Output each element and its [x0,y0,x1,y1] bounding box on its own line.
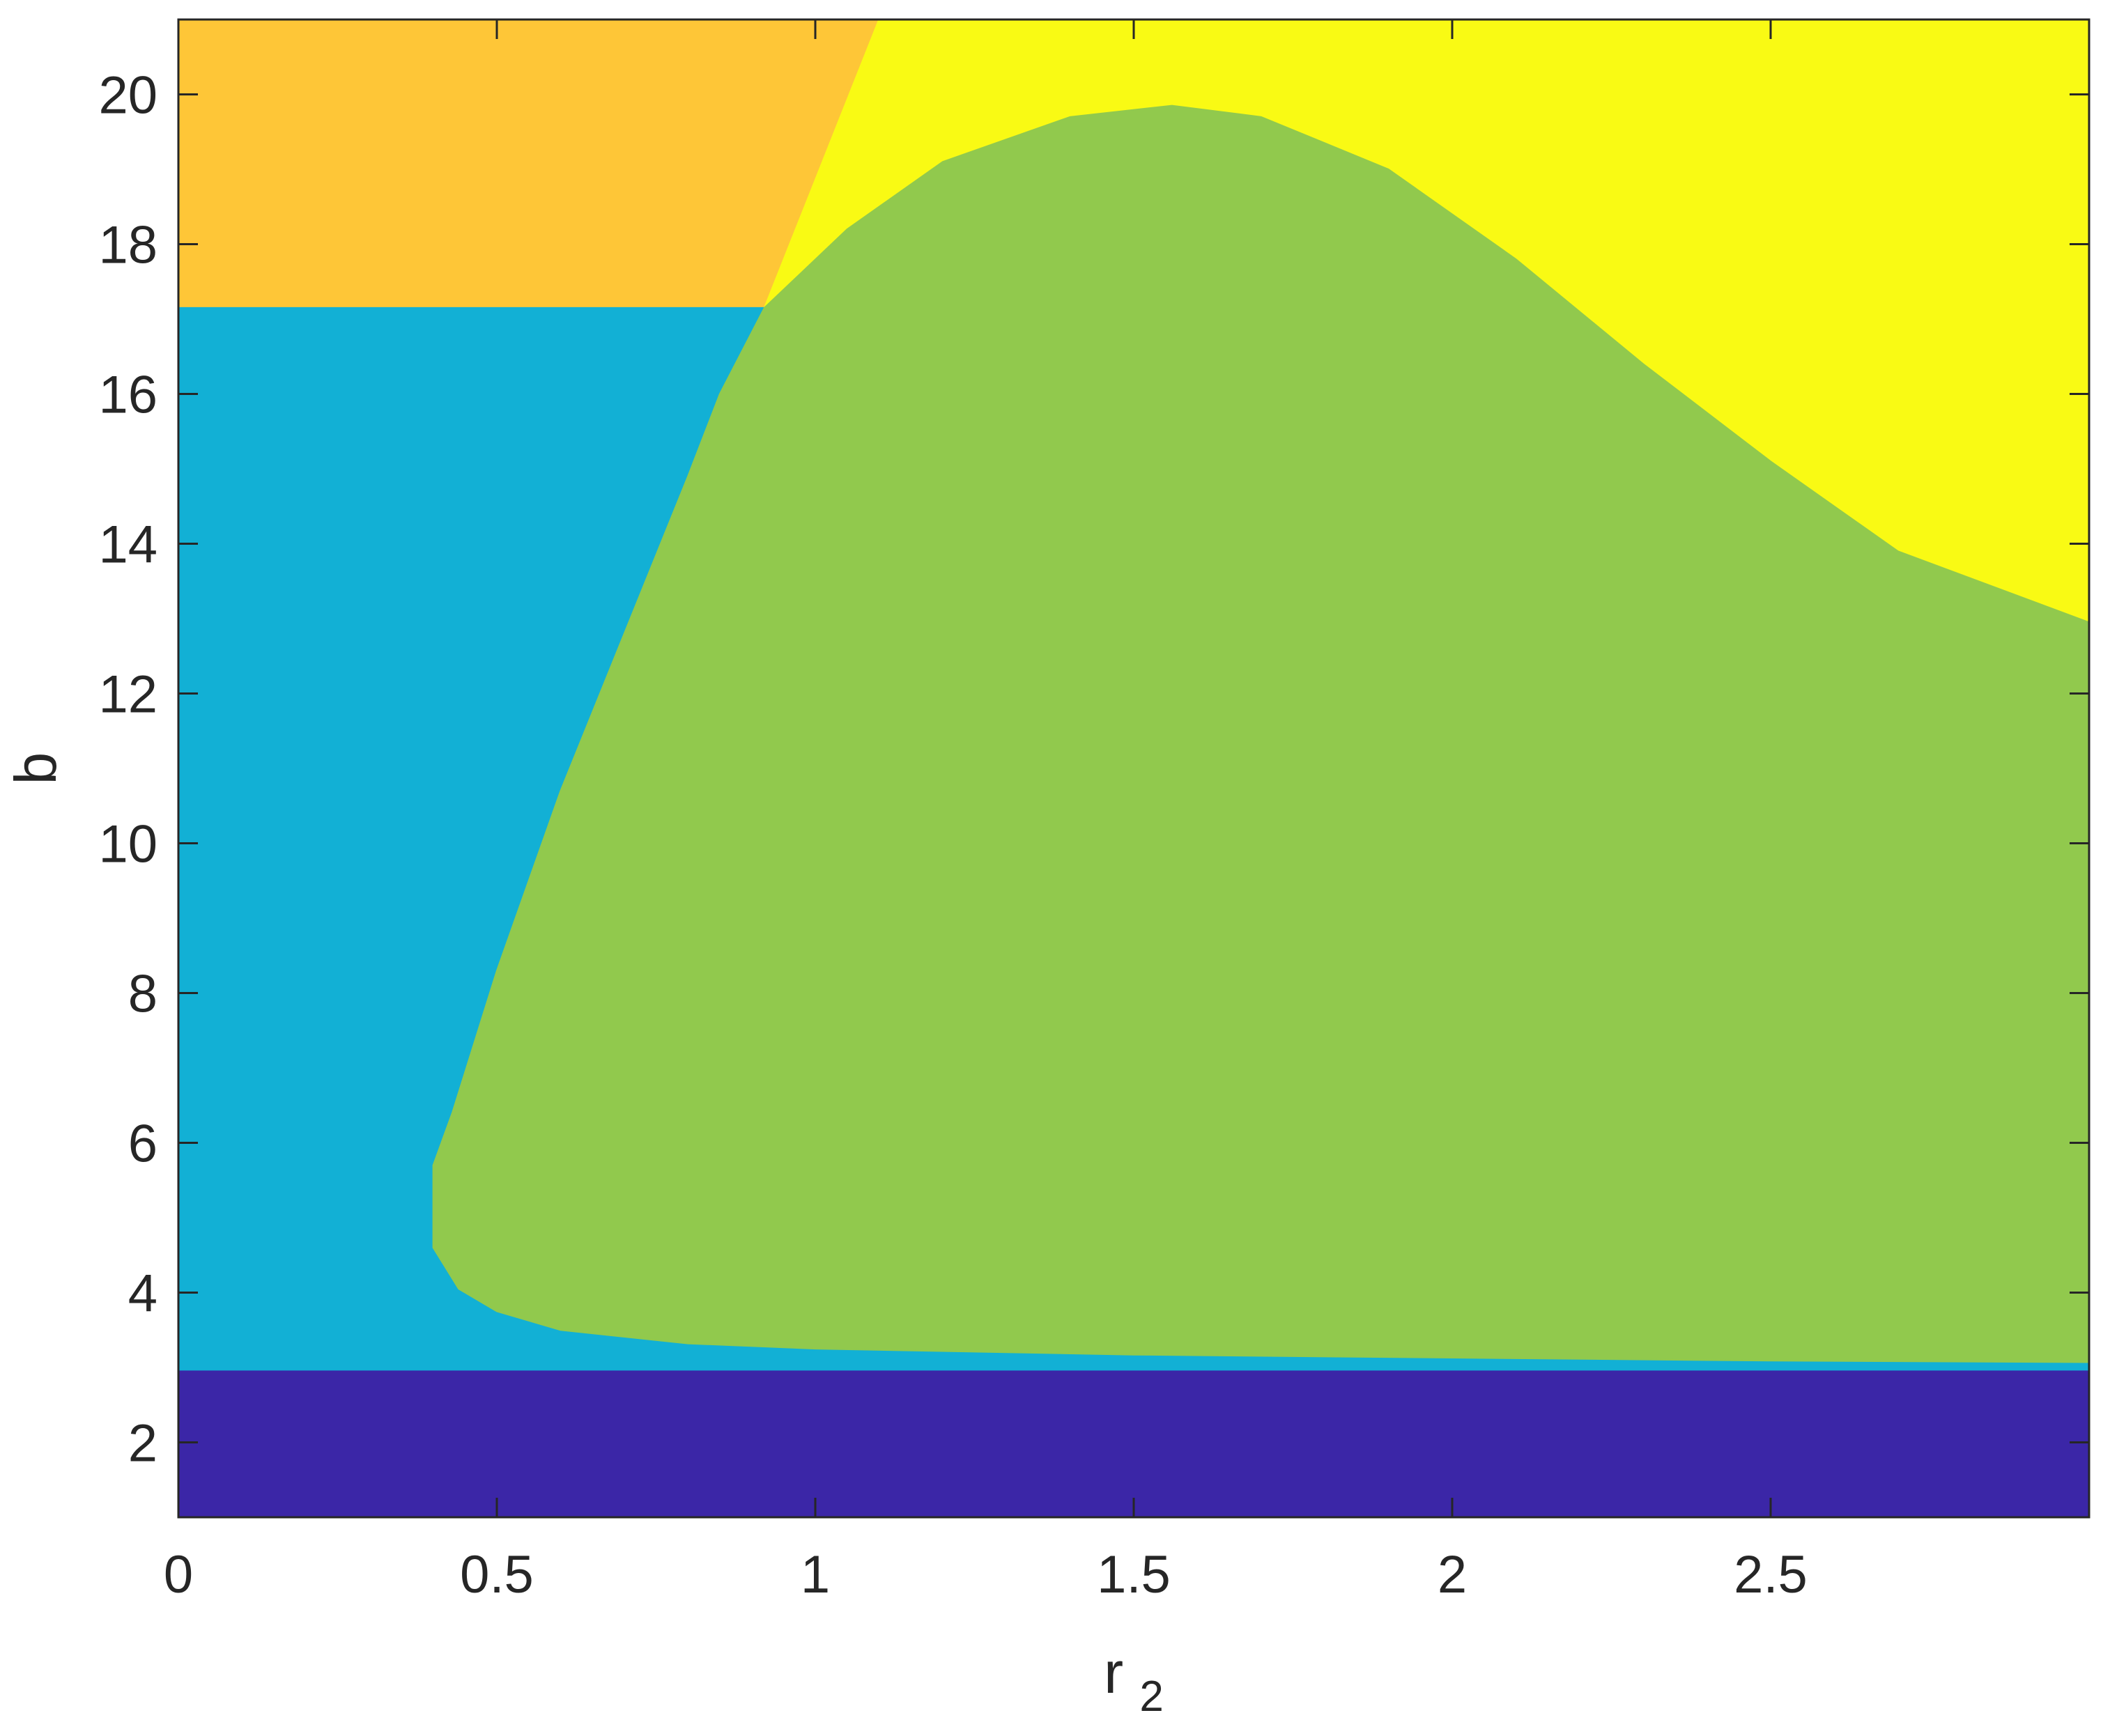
y-tick-label: 16 [98,366,157,425]
x-tick-label: 0.5 [460,1545,534,1604]
y-axis-label: b [3,752,68,785]
region-top-left [178,19,880,309]
y-tick-label: 10 [98,815,157,874]
y-tick-label: 20 [98,66,157,125]
x-axis-label: r 2 [1104,1640,1164,1721]
y-tick-label: 12 [98,665,157,724]
x-tick-label: 0 [164,1545,193,1604]
y-tick-label: 14 [98,516,157,575]
x-tick-label: 1 [801,1545,830,1604]
y-tick-label: 4 [128,1264,157,1324]
x-axis-label-main: r [1104,1640,1123,1705]
x-tick-label: 2 [1438,1545,1467,1604]
region-layer [178,19,2090,1518]
x-tick-label: 2.5 [1734,1545,1808,1604]
x-axis-ticks: 0 0.5 1 1.5 2 2.5 [164,20,1808,1604]
y-tick-label: 8 [128,965,157,1024]
y-axis-ticks: 2 4 6 8 10 12 14 16 18 20 [98,66,2089,1473]
x-axis-label-subscript: 2 [1139,1673,1163,1721]
region-bottom-band [178,1370,2090,1518]
x-tick-label: 1.5 [1097,1545,1171,1604]
region-central-region [432,104,2090,1363]
y-tick-label: 6 [128,1115,157,1174]
y-tick-label: 18 [98,216,157,275]
y-tick-label: 2 [128,1414,157,1473]
